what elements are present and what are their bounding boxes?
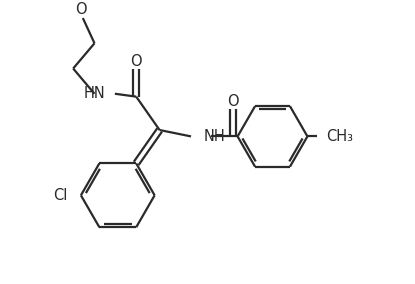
Text: HN: HN xyxy=(83,86,105,101)
Text: CH₃: CH₃ xyxy=(326,129,353,144)
Text: Cl: Cl xyxy=(53,188,67,203)
Text: O: O xyxy=(75,2,87,17)
Text: O: O xyxy=(130,54,142,69)
Text: NH: NH xyxy=(204,129,225,144)
Text: O: O xyxy=(227,94,239,109)
